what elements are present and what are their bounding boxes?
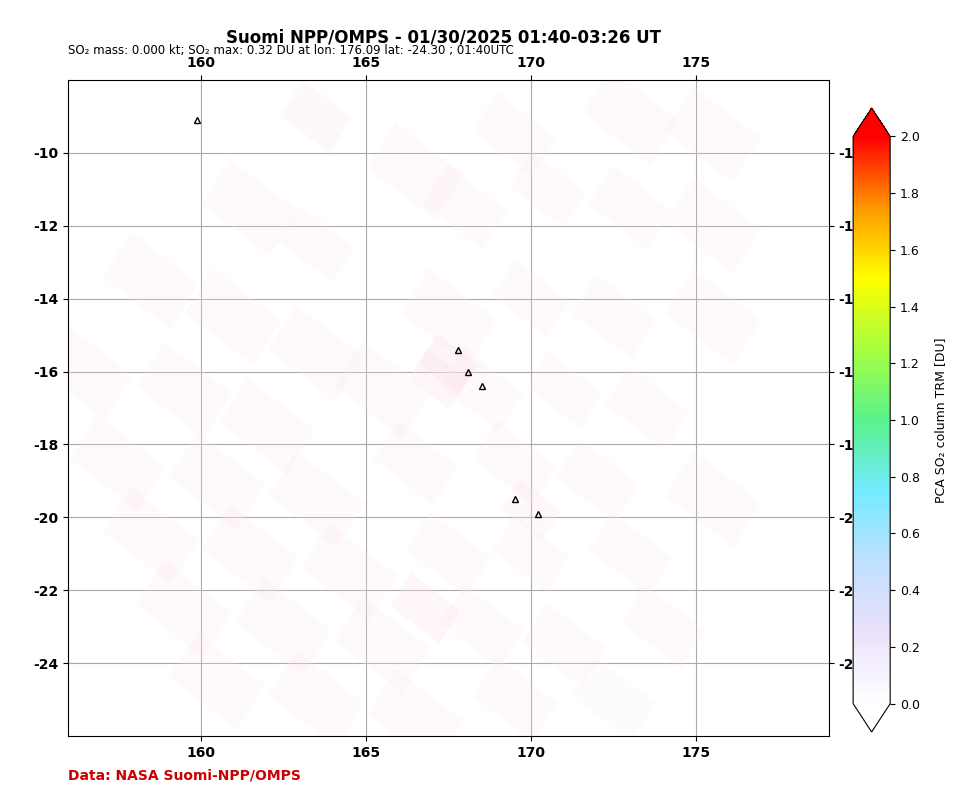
Polygon shape — [218, 378, 315, 474]
Polygon shape — [235, 578, 332, 675]
Polygon shape — [268, 651, 365, 748]
Polygon shape — [202, 506, 298, 602]
Polygon shape — [588, 511, 673, 596]
Text: SO₂ mass: 0.000 kt; SO₂ max: 0.32 DU at lon: 176.09 lat: -24.30 ; 01:40UTC: SO₂ mass: 0.000 kt; SO₂ max: 0.32 DU at … — [68, 44, 514, 57]
Polygon shape — [136, 560, 232, 657]
Polygon shape — [409, 348, 468, 410]
PathPatch shape — [853, 108, 890, 136]
Polygon shape — [665, 268, 761, 366]
Polygon shape — [102, 487, 199, 584]
Polygon shape — [281, 80, 352, 153]
Polygon shape — [418, 334, 479, 395]
Polygon shape — [37, 323, 133, 420]
Polygon shape — [401, 268, 496, 366]
Polygon shape — [202, 159, 298, 256]
Polygon shape — [588, 165, 673, 250]
Polygon shape — [423, 165, 507, 250]
Polygon shape — [169, 432, 265, 530]
Polygon shape — [440, 347, 524, 432]
Polygon shape — [185, 268, 282, 366]
Polygon shape — [440, 584, 524, 669]
Polygon shape — [70, 414, 166, 511]
Text: Data: NASA Suomi-NPP/OMPS: Data: NASA Suomi-NPP/OMPS — [68, 768, 301, 782]
Polygon shape — [509, 150, 586, 228]
Polygon shape — [571, 274, 656, 359]
Polygon shape — [334, 342, 430, 438]
Polygon shape — [665, 86, 761, 183]
Polygon shape — [604, 366, 689, 450]
Polygon shape — [665, 178, 761, 274]
Polygon shape — [407, 511, 490, 596]
Polygon shape — [473, 420, 557, 505]
Polygon shape — [102, 232, 199, 329]
Polygon shape — [136, 342, 232, 438]
Polygon shape — [473, 657, 557, 742]
Polygon shape — [582, 68, 679, 165]
Polygon shape — [368, 122, 463, 220]
Polygon shape — [571, 657, 656, 742]
Polygon shape — [621, 584, 706, 669]
Polygon shape — [169, 633, 265, 730]
Polygon shape — [522, 602, 606, 687]
Polygon shape — [268, 450, 365, 548]
Polygon shape — [492, 260, 569, 338]
Polygon shape — [492, 515, 569, 593]
Polygon shape — [665, 450, 761, 548]
Polygon shape — [501, 479, 561, 541]
Polygon shape — [368, 670, 463, 766]
Polygon shape — [278, 205, 355, 283]
Polygon shape — [334, 596, 430, 694]
Polygon shape — [268, 305, 365, 402]
Polygon shape — [555, 438, 640, 523]
Polygon shape — [526, 351, 603, 429]
PathPatch shape — [853, 704, 890, 732]
Y-axis label: PCA SO₂ column TRM [DU]: PCA SO₂ column TRM [DU] — [934, 338, 947, 502]
Polygon shape — [391, 574, 460, 644]
Polygon shape — [373, 420, 457, 505]
Polygon shape — [473, 92, 557, 177]
Polygon shape — [301, 523, 398, 621]
Text: Suomi NPP/OMPS - 01/30/2025 01:40-03:26 UT: Suomi NPP/OMPS - 01/30/2025 01:40-03:26 … — [226, 28, 661, 46]
